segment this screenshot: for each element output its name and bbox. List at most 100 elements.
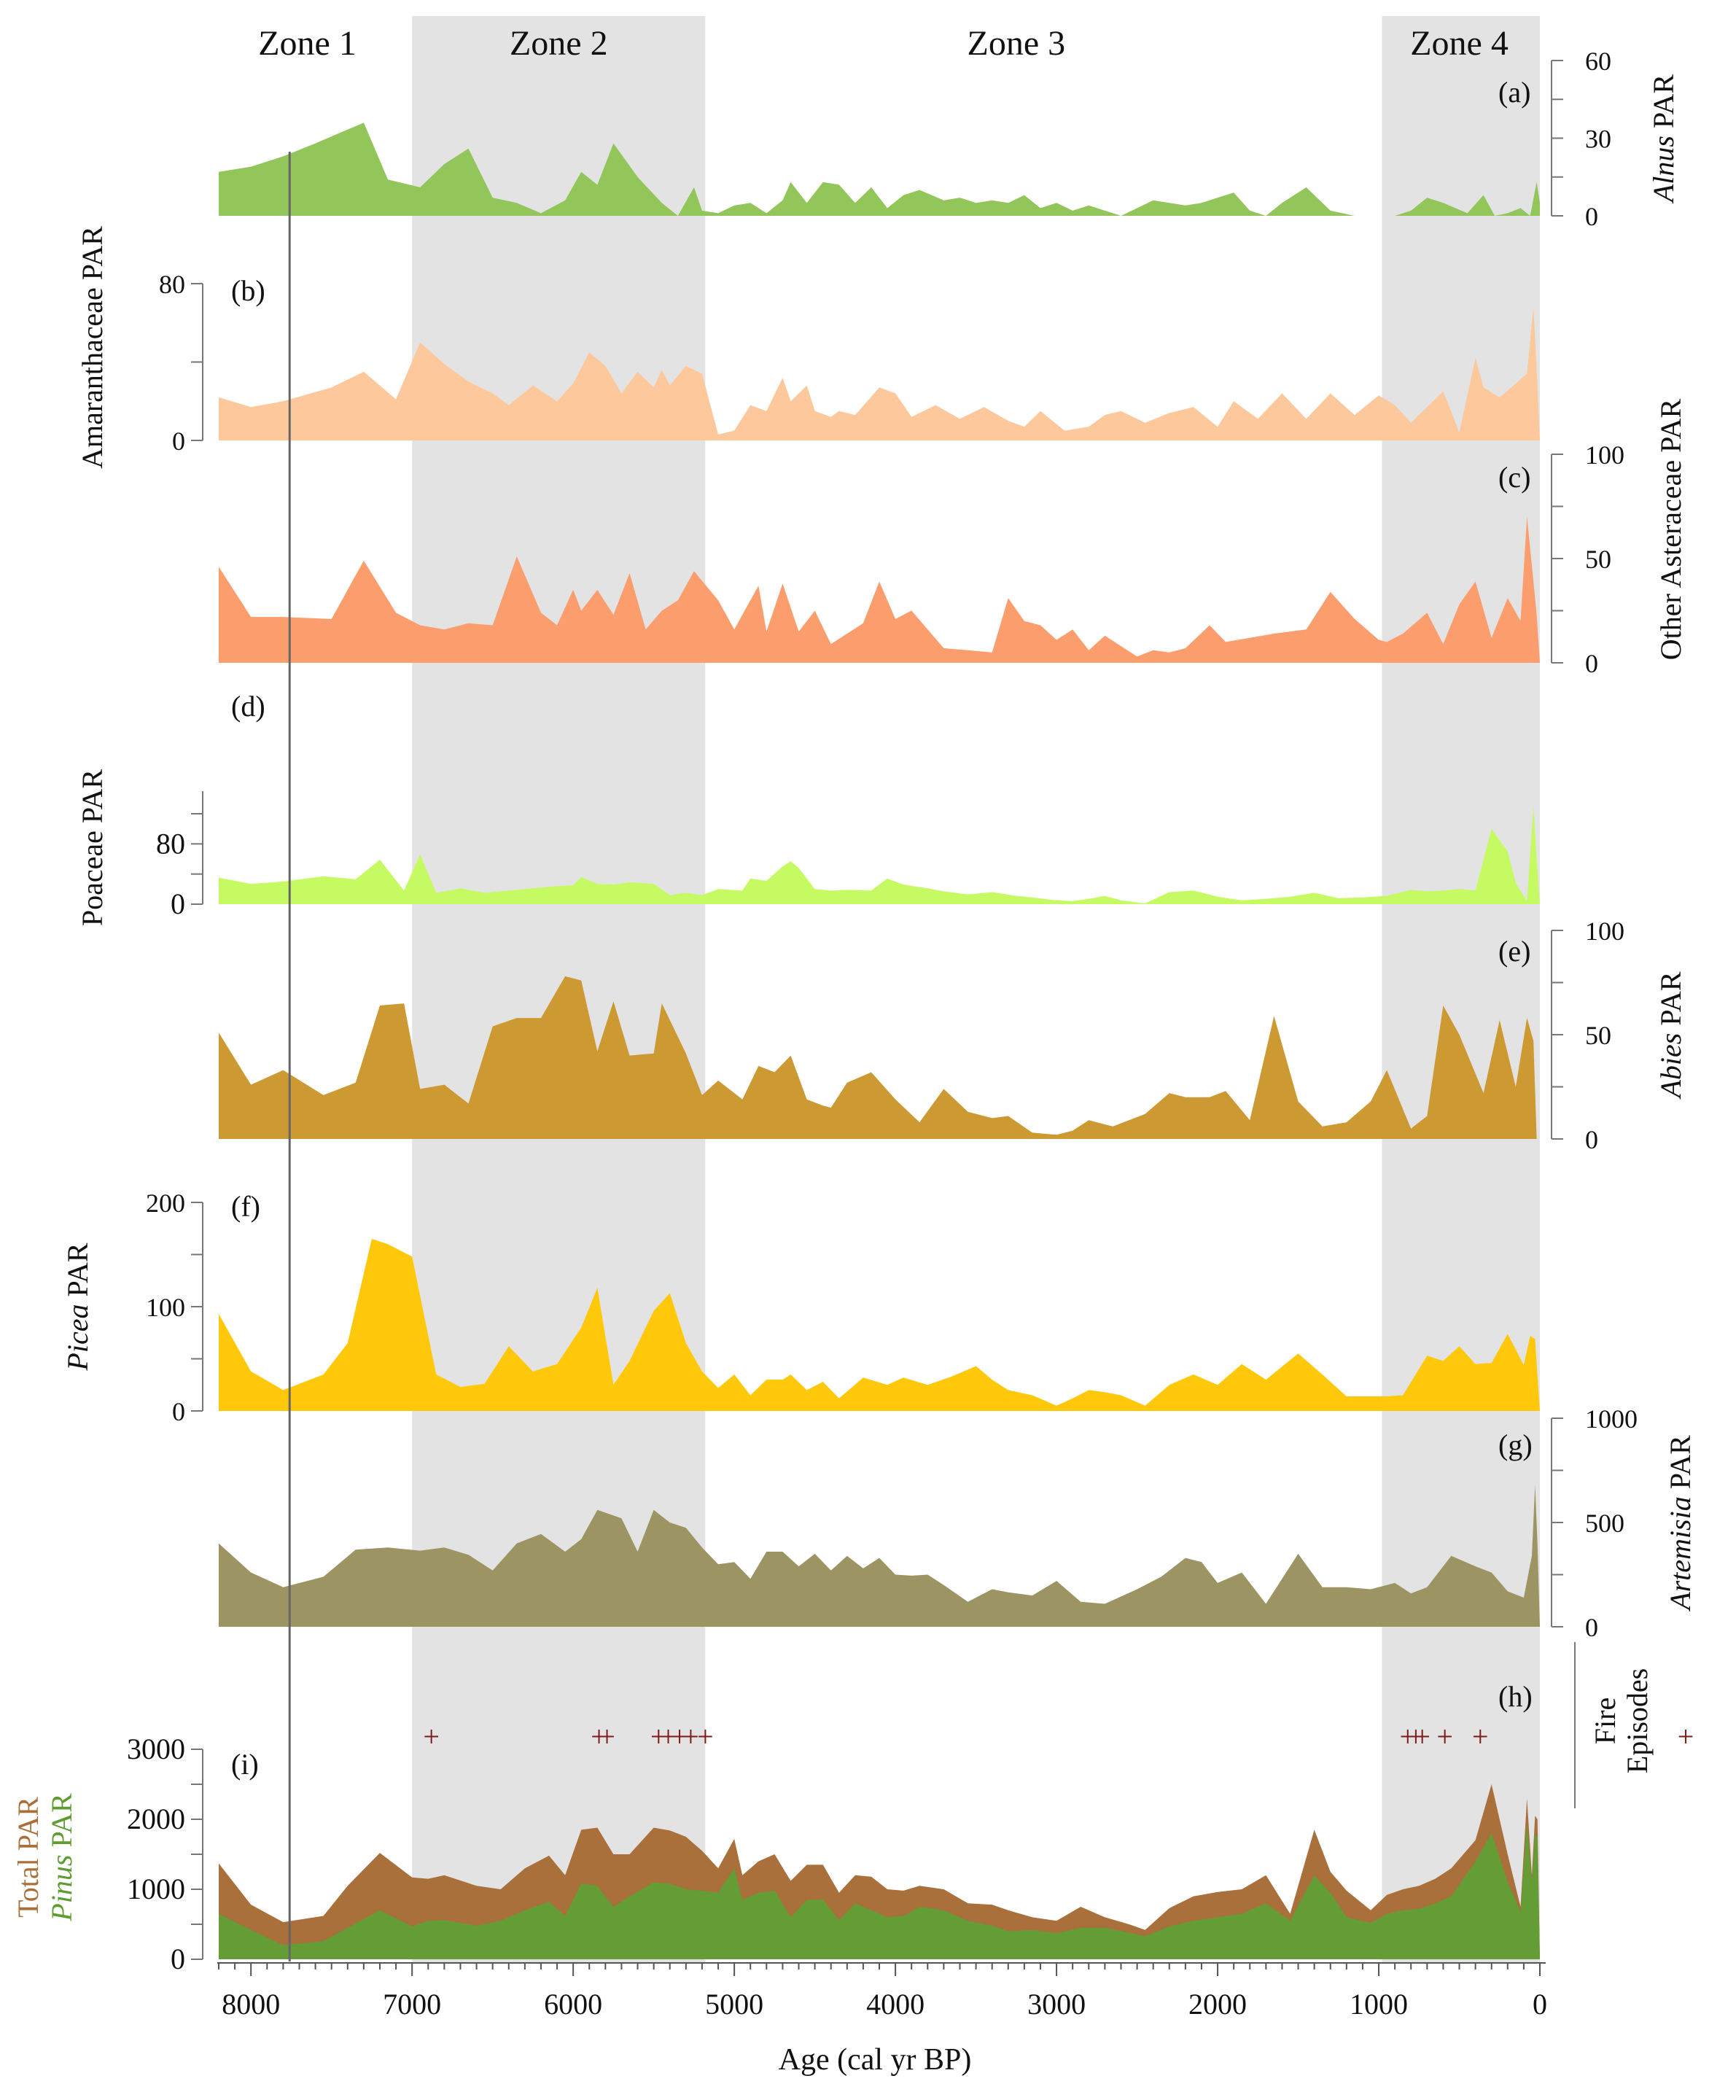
- panel-i-y-tick-label: 0: [171, 1942, 185, 1975]
- panel-h: + ++ +++++ +++ + +(h)Fire Episodes +: [423, 1642, 1694, 1808]
- panel-g-y-tick-label: 500: [1585, 1509, 1624, 1538]
- x-axis-tick-label: 3000: [1027, 1988, 1086, 2021]
- fire-episode-marker: +: [1472, 1720, 1489, 1753]
- panel-e-y-label-part: PAR: [1654, 971, 1687, 1032]
- panel-c-y-tick-label: 100: [1585, 440, 1624, 470]
- panel-a-y-label-part: Alnus: [1647, 136, 1680, 204]
- zone-label-1: Zone 1: [258, 24, 357, 63]
- panel-f: 0 100 200 (f) Picea PAR: [61, 1189, 1540, 1426]
- panel-g-y-label: Artemisia PAR: [1664, 1435, 1697, 1612]
- panel-g-area: [219, 1485, 1540, 1627]
- fire-episode-marker: +: [599, 1720, 615, 1753]
- panel-a-y-label-part: PAR: [1647, 74, 1680, 136]
- fire-episode-marker: +: [650, 1720, 667, 1753]
- panel-b-y-tick-label: 0: [172, 427, 185, 456]
- panel-i-y-tick-label: 2000: [127, 1802, 185, 1835]
- panel-e-y-label: Abies PAR: [1654, 971, 1687, 1100]
- panel-b-area: [219, 307, 1540, 440]
- panel-g-y-tick-label: 1000: [1585, 1404, 1638, 1434]
- panel-b-y-tick-label: 80: [159, 270, 185, 299]
- x-axis-tick-label: 7000: [383, 1988, 441, 2021]
- panel-c-y-tick-label: 0: [1585, 649, 1598, 678]
- fire-episode-marker: +: [1400, 1720, 1417, 1753]
- panel-d-y-tick-label: 80: [156, 827, 185, 860]
- panel-g-letter: (g): [1498, 1428, 1533, 1461]
- panel-a-y-tick-label: 60: [1585, 47, 1611, 76]
- zone-label-2: Zone 2: [510, 24, 608, 63]
- zone-shading-layer: Zone 1 Zone 2 Zone 3 Zone 4: [258, 16, 1540, 1963]
- panel-i-line-2-y-label: Pinus PAR: [45, 1793, 78, 1922]
- panels-layer: 0 30 60 (a) Alnus PAR 0 80 (b) Amaranthaceae PAR…: [12, 47, 1697, 1975]
- fire-episode-marker: +: [660, 1720, 677, 1753]
- panel-a-area: [219, 122, 1540, 216]
- panel-c-letter: (c): [1498, 461, 1530, 494]
- fire-episode-marker: +: [1408, 1720, 1425, 1753]
- panel-a-y-label: Alnus PAR: [1647, 74, 1680, 205]
- panel-f-letter: (f): [231, 1190, 260, 1223]
- panel-f-y-tick-label: 200: [146, 1189, 185, 1218]
- panel-b: 0 80 (b) Amaranthaceae PAR: [76, 226, 1540, 469]
- panel-i-line-1-y-label: Total PAR: [12, 1797, 44, 1918]
- panel-d-letter: (d): [231, 690, 265, 723]
- panel-i: 0 1000 2000 3000 (i) Total PAR Pinus PAR: [12, 1732, 1540, 1975]
- panel-f-y-label-part: PAR: [61, 1242, 94, 1304]
- zone-label-3: Zone 3: [968, 24, 1066, 63]
- panel-a: 0 30 60 (a) Alnus PAR: [219, 47, 1680, 231]
- panel-i-y-tick-label: 1000: [127, 1872, 185, 1905]
- x-axis-tick-label: 4000: [866, 1988, 925, 2021]
- panel-f-y-tick-label: 100: [146, 1293, 185, 1322]
- panel-a-y-tick-label: 30: [1585, 125, 1611, 154]
- panel-i-area-pinus: [219, 1822, 1540, 1959]
- panel-c-y-tick-label: 50: [1585, 545, 1611, 574]
- fire-episode-marker: +: [591, 1720, 607, 1753]
- panel-f-y-tick-label: 0: [172, 1397, 185, 1426]
- panel-e-letter: (e): [1498, 935, 1530, 968]
- x-axis-tick-label: 0: [1533, 1988, 1547, 2021]
- fire-legend-label-line-2: Episodes: [1621, 1668, 1654, 1773]
- panel-i-line-2-y-label-part: PAR: [45, 1793, 78, 1854]
- panel-e-y-tick-label: 100: [1585, 917, 1624, 946]
- panel-a-y-tick-label: 0: [1585, 202, 1598, 231]
- x-axis-tick-label: 6000: [544, 1988, 602, 2021]
- panel-g-y-label-part: PAR: [1664, 1435, 1697, 1496]
- zone-band-4: [1382, 16, 1540, 1963]
- x-axis-title: Age (cal yr BP): [779, 2043, 972, 2077]
- fire-episode-marker: +: [697, 1720, 714, 1753]
- panel-d-area: [219, 806, 1540, 904]
- panel-c-area: [219, 516, 1540, 663]
- panel-h-letter: (h): [1498, 1680, 1533, 1713]
- panel-e-y-label-part: Abies: [1654, 1033, 1687, 1100]
- panel-g-y-tick-label: 0: [1585, 1613, 1598, 1642]
- panel-i-line-1-y-label-part: Total PAR: [12, 1797, 44, 1918]
- panel-f-y-label-part: Picea: [61, 1304, 94, 1372]
- panel-e-y-tick-label: 0: [1585, 1125, 1598, 1154]
- fire-episode-marker: +: [1414, 1720, 1431, 1753]
- panel-i-line-2-y-label-part: Pinus: [45, 1855, 78, 1922]
- panel-c-y-label: Other Asteraceae PAR: [1654, 398, 1687, 660]
- panel-b-y-label-part: Amaranthaceae PAR: [76, 226, 109, 469]
- fire-episode-marker: +: [1436, 1720, 1453, 1753]
- panel-c: 0 50 100 (c) Other Asteraceae PAR: [219, 398, 1687, 678]
- panel-g-y-label-part: Artemisia: [1664, 1496, 1697, 1612]
- panel-a-letter: (a): [1498, 76, 1530, 109]
- panel-f-area: [219, 1239, 1540, 1411]
- x-axis-tick-label: 8000: [222, 1988, 280, 2021]
- panel-d-y-label: Poaceae PAR: [76, 769, 109, 926]
- panel-d-y-tick-label: 0: [171, 887, 185, 920]
- fire-episode-marker: +: [682, 1720, 699, 1753]
- fire-episode-marker: +: [423, 1720, 440, 1753]
- panel-b-y-label: Amaranthaceae PAR: [76, 226, 109, 469]
- x-axis-tick-label: 1000: [1350, 1988, 1408, 2021]
- panel-b-letter: (b): [231, 274, 265, 307]
- panel-e-y-tick-label: 50: [1585, 1021, 1611, 1050]
- zone-label-4: Zone 4: [1410, 24, 1509, 63]
- fire-legend-label-line-1: Fire: [1589, 1698, 1622, 1744]
- panel-i-letter: (i): [231, 1748, 259, 1781]
- panel-e: 0 50 100 (e) Abies PAR: [219, 917, 1687, 1154]
- x-axis-tick-label: 2000: [1188, 1988, 1247, 2021]
- panel-d-y-label-part: Poaceae PAR: [76, 769, 109, 926]
- fire-episode-marker: +: [672, 1720, 688, 1753]
- x-axis-tick-label: 5000: [705, 1988, 763, 2021]
- panel-f-y-label: Picea PAR: [61, 1242, 94, 1372]
